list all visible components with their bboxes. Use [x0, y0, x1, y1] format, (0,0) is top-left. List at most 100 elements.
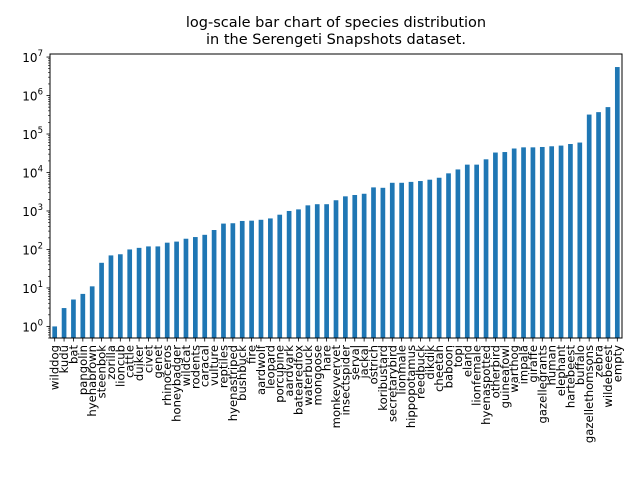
x-tick-label: genet	[151, 345, 165, 379]
bar-aardwolf	[258, 219, 264, 338]
bar-rhinoceros	[164, 242, 170, 338]
bar-wildebeest	[605, 107, 611, 338]
bar-gazellegrants	[539, 146, 545, 338]
y-tick-label: 105	[22, 126, 43, 142]
bar-serval	[352, 195, 358, 338]
x-tick-label: jackal	[357, 345, 371, 380]
bar-bat	[71, 299, 76, 338]
y-tick-label-exponent: 2	[38, 241, 43, 251]
x-tick-label: caracal	[198, 345, 212, 387]
bar-porcupine	[277, 214, 283, 338]
x-tick-label: waterbuck	[301, 345, 315, 406]
bar-leopard	[268, 218, 273, 338]
bar-mongoose	[314, 204, 320, 338]
x-tick-label: vulture	[207, 345, 221, 386]
bar-hartebeest	[568, 144, 573, 338]
x-tick-label: leopard	[263, 345, 277, 389]
bar-pangolin	[80, 293, 86, 338]
x-tick-label: porcupine	[273, 345, 287, 403]
bar-lioncub	[117, 254, 123, 338]
x-tick-label: gazellegrants	[535, 345, 549, 423]
bar-lionmale	[399, 182, 404, 338]
y-tick-label-base: 10	[22, 90, 37, 104]
x-tick-label: rodents	[188, 345, 202, 389]
x-tick-label: mongoose	[310, 345, 324, 405]
x-tick-label: warthog	[507, 345, 521, 393]
x-tick-label: impala	[517, 345, 531, 384]
bar-cheetah	[436, 177, 442, 338]
x-tick-label: guineafowl	[498, 345, 512, 408]
bar-topi	[455, 169, 461, 338]
bar-genet	[155, 246, 161, 338]
bar-empty	[614, 67, 620, 338]
x-tick-label: serval	[348, 345, 362, 380]
x-tick-label: wildebeest	[601, 345, 615, 408]
bar-hare	[324, 204, 329, 338]
bar-buffalo	[577, 142, 583, 338]
x-tick-label: empty	[610, 345, 624, 382]
bar-civet	[146, 246, 151, 338]
chart-title-line-1: log-scale bar chart of species distribut…	[186, 15, 486, 31]
x-tick-label: lionmale	[395, 345, 409, 395]
y-tick-label-base: 10	[22, 243, 37, 257]
bar-reedbuck	[418, 181, 423, 338]
bar-guineafowl	[502, 152, 508, 338]
bar-hyenabrown	[89, 286, 95, 338]
bar-secretarybird	[389, 182, 395, 338]
x-tick-label: buffalo	[573, 345, 587, 385]
x-tick-label: hippopotamus	[404, 345, 418, 428]
bar-koribustard	[380, 187, 386, 338]
y-tick-label-base: 10	[22, 320, 37, 334]
x-tick-label: secretarybird	[385, 345, 399, 422]
bar-eland	[464, 164, 470, 338]
bar-caracal	[202, 234, 208, 338]
bar-jackal	[361, 193, 367, 338]
y-tick-label: 100	[22, 318, 43, 334]
x-tick-label: cattle	[123, 345, 137, 378]
bar-steenbok	[99, 262, 104, 338]
y-tick-label-exponent: 3	[38, 203, 43, 213]
x-tick-label: kudu	[57, 345, 71, 373]
x-tick-label: fire	[245, 345, 259, 364]
bar-baboon	[446, 173, 451, 338]
bar-ostrich	[371, 187, 376, 338]
bar-warthog	[511, 148, 517, 338]
x-tick-label: giraffe	[526, 345, 540, 383]
y-tick-label-exponent: 6	[38, 88, 43, 98]
bar-kudu	[61, 308, 67, 338]
bar-bushbuck	[239, 220, 245, 338]
bar-gazellethomsons	[586, 114, 592, 338]
x-tick-label: lionfemale	[470, 345, 484, 406]
y-tick-label-base: 10	[22, 166, 37, 180]
bar-elephant	[558, 145, 564, 338]
bar-wildcat	[183, 238, 189, 338]
x-tick-label: elephant	[554, 345, 568, 397]
bar-aardvark	[286, 210, 292, 338]
y-tick-label: 106	[22, 88, 43, 104]
bar-monkeyvervet	[333, 200, 339, 338]
bar-insectspider	[343, 196, 348, 338]
bar-zebra	[596, 112, 601, 338]
bar-batearedfox	[296, 209, 301, 338]
bar-human	[549, 146, 555, 338]
x-tick-label: duiker	[132, 345, 146, 381]
x-tick-label: hare	[320, 345, 334, 371]
y-tick-label-exponent: 1	[38, 280, 43, 290]
bar-giraffe	[530, 147, 536, 338]
x-tick-label: zebra	[592, 345, 606, 377]
bar-honeybadger	[174, 241, 179, 338]
x-tick-label: rhinoceros	[160, 345, 174, 406]
bar-wilddog	[52, 326, 58, 338]
x-tick-label: hartebeest	[563, 345, 577, 409]
bar-impala	[521, 147, 526, 338]
x-tick-label: aardwolf	[254, 344, 268, 395]
x-tick-label: hyenaspotted	[479, 345, 493, 425]
x-tick-label: insectspider	[338, 345, 352, 416]
bar-cattle	[127, 249, 133, 338]
x-tick-label: monkeyvervet	[329, 345, 343, 429]
x-tick-label: zorilla	[104, 345, 118, 380]
x-tick-label: cheetah	[432, 345, 446, 392]
x-tick-label: ostrich	[367, 345, 381, 384]
bar-lionfemale	[474, 164, 479, 338]
x-axis: wilddogkudubatpangolinhyenabrownsteenbok…	[48, 338, 624, 443]
